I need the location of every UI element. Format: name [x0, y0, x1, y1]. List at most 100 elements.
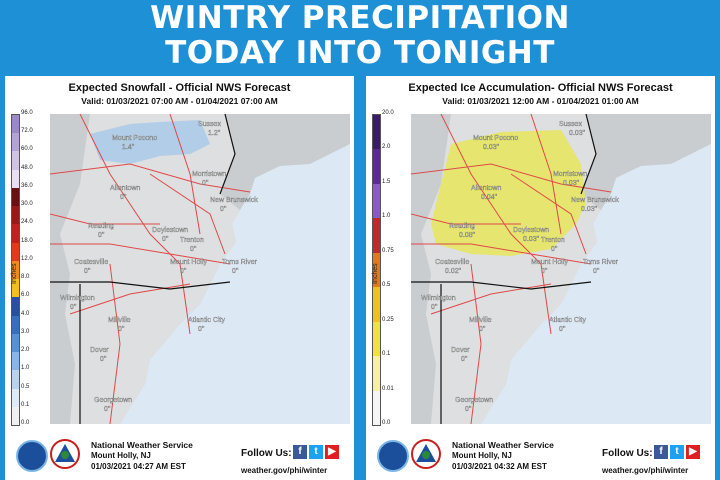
city-value: 0"	[232, 268, 239, 275]
legend-swatch	[12, 279, 19, 298]
legend-unit-label: Inches	[372, 263, 379, 284]
twitter-icon[interactable]: t	[309, 445, 323, 459]
city-name: Coatesville	[435, 259, 469, 266]
state-border	[580, 114, 597, 195]
banner-title-line2: TODAY INTO TONIGHT	[165, 35, 555, 71]
city-name: Mount Pocono	[473, 135, 518, 142]
winter-url[interactable]: weather.gov/phi/winter	[602, 466, 689, 475]
snowfall-shading	[90, 120, 210, 164]
road	[510, 173, 587, 255]
road	[430, 283, 552, 315]
road	[470, 263, 482, 424]
legend-tick-label: 2.0	[382, 144, 391, 151]
city-value: 0"	[120, 194, 127, 201]
legend-swatch	[12, 169, 19, 188]
legend-swatch	[12, 406, 19, 425]
city-name: Reading	[88, 223, 114, 230]
city-value: 0"	[198, 326, 205, 333]
city-value: 0"	[593, 268, 600, 275]
city-name: Georgetown	[94, 397, 132, 404]
legend-tick-label: 1.5	[382, 178, 391, 185]
city-value: 0"	[100, 356, 107, 363]
legend-tick-label: 0.5	[21, 383, 30, 390]
snowfall-footer: National Weather Service Mount Holly, NJ…	[5, 432, 354, 480]
winter-url[interactable]: weather.gov/phi/winter	[241, 466, 328, 475]
nws-office: Mount Holly, NJ	[91, 451, 151, 460]
legend-color-bar	[372, 114, 381, 426]
legend-swatch	[12, 388, 19, 407]
city-name: Atlantic City	[188, 317, 225, 324]
city-label: Georgetown 0"	[94, 397, 133, 413]
legend-tick-label: 1.0	[21, 365, 30, 372]
city-label: Doylestown 0"	[152, 227, 189, 243]
legend-tick-label: 18.0	[21, 237, 33, 244]
city-label: Mount Pocono 0.03"	[473, 135, 519, 151]
legend-tick-label: 60.0	[21, 146, 33, 153]
twitter-icon[interactable]: t	[670, 445, 684, 459]
legend-tick-label: 8.0	[21, 274, 30, 281]
road	[411, 163, 612, 193]
legend-swatch	[12, 370, 19, 389]
city-name: Millville	[108, 317, 131, 324]
city-label: New Brunswick 0.03"	[571, 197, 620, 213]
city-value: 0"	[162, 236, 169, 243]
city-label: Reading 0"	[88, 223, 114, 239]
ice-valid-time: Valid: 01/03/2021 12:00 AM - 01/04/2021 …	[442, 96, 639, 106]
legend-tick-label: 0.5	[382, 282, 391, 289]
snowfall-valid-time: Valid: 01/03/2021 07:00 AM - 01/04/2021 …	[81, 96, 278, 106]
city-name: Coatesville	[74, 259, 108, 266]
long-island	[611, 124, 711, 154]
city-value: 0"	[190, 246, 197, 253]
city-label: Georgetown 0"	[455, 397, 494, 413]
city-name: Sussex	[198, 121, 221, 128]
city-value: 0"	[180, 268, 187, 275]
follow-us-label: Follow Us:	[602, 448, 653, 459]
city-name: Allentown	[471, 185, 501, 192]
city-name: Mount Holly	[531, 259, 568, 266]
city-name: Trenton	[541, 237, 565, 244]
facebook-icon[interactable]: f	[293, 445, 307, 459]
city-label: Dover 0"	[90, 347, 110, 363]
city-label: Reading 0.08"	[449, 223, 476, 239]
youtube-icon[interactable]: ▶	[325, 445, 339, 459]
legend-swatch	[12, 115, 19, 134]
ice-footer: National Weather Service Mount Holly, NJ…	[366, 432, 715, 480]
city-name: New Brunswick	[210, 197, 258, 204]
city-name: Georgetown	[455, 397, 493, 404]
legend-swatch	[12, 151, 19, 170]
city-name: Mount Holly	[170, 259, 207, 266]
city-name: Trenton	[180, 237, 204, 244]
city-value: 0"	[202, 180, 209, 187]
legend-swatch	[373, 390, 380, 425]
city-name: Wilmington	[60, 295, 95, 302]
road	[109, 263, 121, 424]
legend-color-bar	[11, 114, 20, 426]
city-value: 0"	[431, 304, 438, 311]
city-value: 1.4"	[122, 144, 135, 151]
city-label: Coatesville 0.02"	[435, 259, 470, 275]
road	[169, 114, 201, 235]
banner: WINTRY PRECIPITATION TODAY INTO TONIGHT	[0, 0, 720, 74]
legend-swatch	[373, 321, 380, 357]
facebook-icon[interactable]: f	[654, 445, 668, 459]
legend-tick-label: 72.0	[21, 128, 33, 135]
legend-tick-label: 0.01	[382, 385, 394, 392]
legend-swatch	[373, 218, 380, 253]
city-label: Toms River 0"	[583, 259, 619, 275]
legend-tick-label: 0.1	[382, 351, 391, 358]
city-name: Reading	[449, 223, 475, 230]
city-label: Morristown 0.03"	[553, 171, 588, 187]
city-value: 0"	[104, 406, 111, 413]
road	[69, 283, 191, 315]
youtube-icon[interactable]: ▶	[686, 445, 700, 459]
legend-tick-label: 0.75	[382, 247, 394, 254]
city-value: 0.03"	[569, 130, 586, 137]
city-label: Morristown 0"	[192, 171, 227, 187]
city-value: 0"	[118, 326, 125, 333]
legend-unit-label: Inches	[11, 263, 18, 284]
legend-tick-label: 12.0	[21, 255, 33, 262]
legend-tick-label: 3.0	[21, 328, 30, 335]
city-name: Doylestown	[513, 227, 549, 234]
city-name: Sussex	[559, 121, 582, 128]
city-label: Millville 0"	[469, 317, 492, 333]
